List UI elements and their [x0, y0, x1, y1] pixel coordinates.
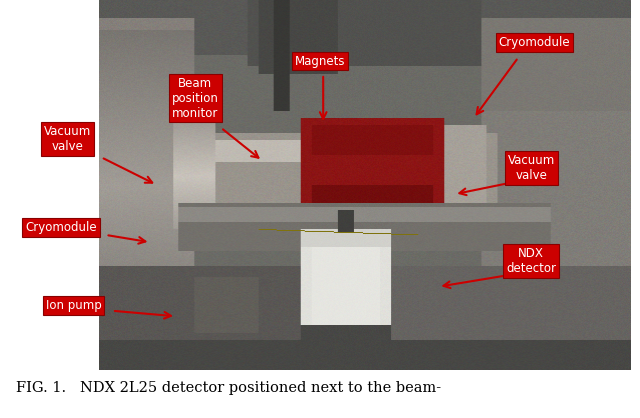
Text: Beam
position
monitor: Beam position monitor	[172, 76, 219, 120]
Text: Vacuum
valve: Vacuum valve	[508, 154, 555, 182]
Text: Cryomodule: Cryomodule	[499, 36, 570, 49]
Text: Magnets: Magnets	[295, 54, 345, 68]
Text: NDX
detector: NDX detector	[506, 247, 556, 275]
Text: Cryomodule: Cryomodule	[25, 221, 97, 234]
Text: Vacuum
valve: Vacuum valve	[44, 125, 91, 153]
Text: FIG. 1.   NDX 2L25 detector positioned next to the beam-: FIG. 1. NDX 2L25 detector positioned nex…	[16, 381, 441, 395]
Text: Ion pump: Ion pump	[45, 299, 102, 312]
